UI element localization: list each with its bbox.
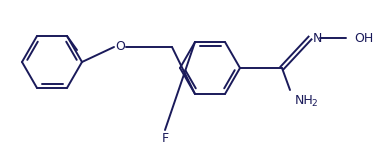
Text: NH: NH — [295, 93, 314, 106]
Text: O: O — [115, 40, 125, 54]
Text: OH: OH — [354, 32, 373, 45]
Text: F: F — [162, 132, 168, 144]
Text: N: N — [313, 32, 322, 45]
Text: 2: 2 — [311, 99, 317, 108]
